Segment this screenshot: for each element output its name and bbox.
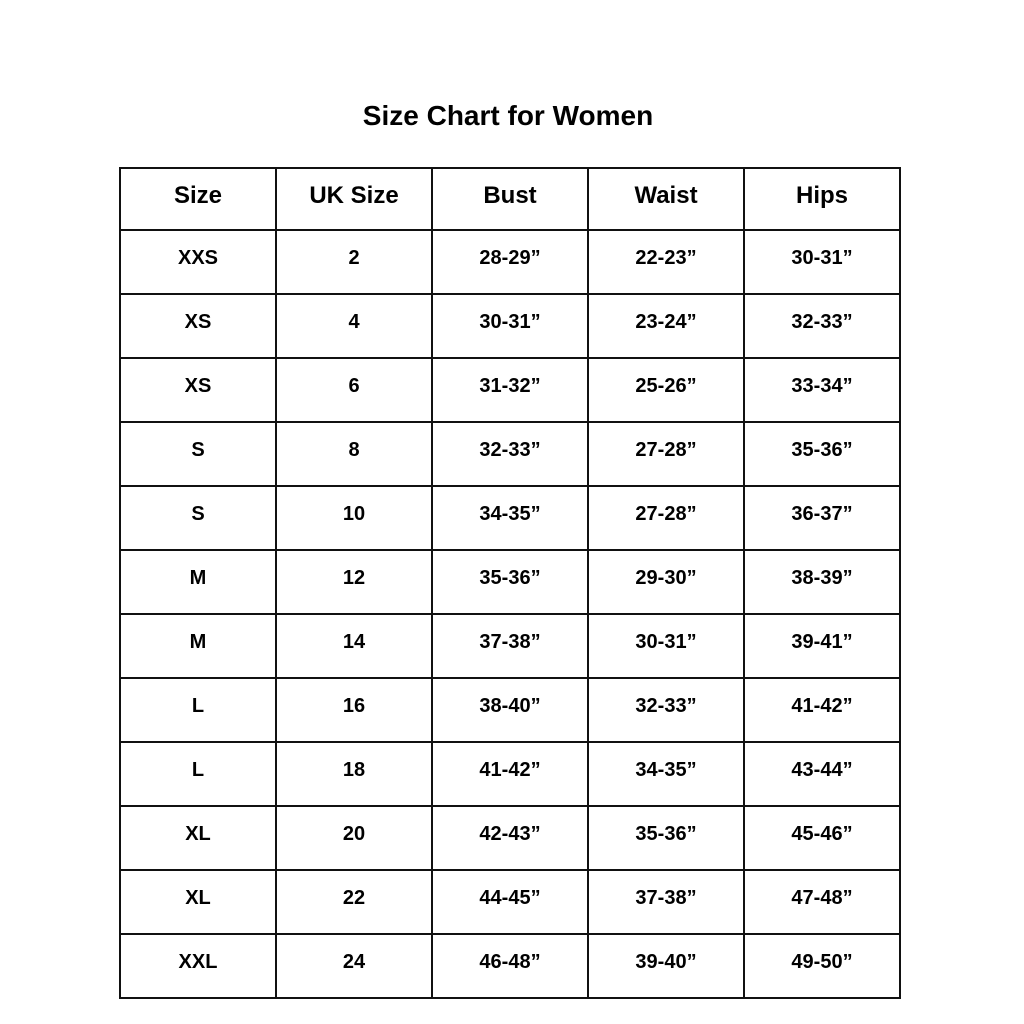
cell-bust: 38-40” bbox=[431, 677, 589, 743]
cell-hips: 35-36” bbox=[743, 421, 901, 487]
cell-bust: 44-45” bbox=[431, 869, 589, 935]
cell-bust: 30-31” bbox=[431, 293, 589, 359]
cell-bust: 41-42” bbox=[431, 741, 589, 807]
table-body: XXS 2 28-29” 22-23” 30-31” XS 4 30-31” 23-24” 32-… bbox=[119, 229, 901, 999]
cell-uk-size: 20 bbox=[275, 805, 433, 871]
cell-waist: 25-26” bbox=[587, 357, 745, 423]
column-header-uk-size: UK Size bbox=[275, 167, 433, 231]
cell-hips: 49-50” bbox=[743, 933, 901, 999]
table-row: M 14 37-38” 30-31” 39-41” bbox=[119, 613, 901, 679]
table-row: S 8 32-33” 27-28” 35-36” bbox=[119, 421, 901, 487]
cell-bust: 34-35” bbox=[431, 485, 589, 551]
table-row: L 18 41-42” 34-35” 43-44” bbox=[119, 741, 901, 807]
cell-bust: 31-32” bbox=[431, 357, 589, 423]
cell-bust: 37-38” bbox=[431, 613, 589, 679]
cell-hips: 41-42” bbox=[743, 677, 901, 743]
cell-size: XL bbox=[119, 805, 277, 871]
cell-waist: 35-36” bbox=[587, 805, 745, 871]
cell-waist: 39-40” bbox=[587, 933, 745, 999]
cell-waist: 37-38” bbox=[587, 869, 745, 935]
table-row: XXS 2 28-29” 22-23” 30-31” bbox=[119, 229, 901, 295]
cell-uk-size: 18 bbox=[275, 741, 433, 807]
cell-uk-size: 12 bbox=[275, 549, 433, 615]
table-row: XL 20 42-43” 35-36” 45-46” bbox=[119, 805, 901, 871]
cell-bust: 42-43” bbox=[431, 805, 589, 871]
table-row: M 12 35-36” 29-30” 38-39” bbox=[119, 549, 901, 615]
column-header-waist: Waist bbox=[587, 167, 745, 231]
table-row: L 16 38-40” 32-33” 41-42” bbox=[119, 677, 901, 743]
cell-bust: 32-33” bbox=[431, 421, 589, 487]
cell-waist: 32-33” bbox=[587, 677, 745, 743]
cell-hips: 47-48” bbox=[743, 869, 901, 935]
cell-size: L bbox=[119, 741, 277, 807]
table-row: XS 6 31-32” 25-26” 33-34” bbox=[119, 357, 901, 423]
table-row: XL 22 44-45” 37-38” 47-48” bbox=[119, 869, 901, 935]
cell-uk-size: 8 bbox=[275, 421, 433, 487]
cell-hips: 38-39” bbox=[743, 549, 901, 615]
cell-waist: 22-23” bbox=[587, 229, 745, 295]
cell-hips: 36-37” bbox=[743, 485, 901, 551]
column-header-size: Size bbox=[119, 167, 277, 231]
cell-uk-size: 4 bbox=[275, 293, 433, 359]
cell-uk-size: 6 bbox=[275, 357, 433, 423]
cell-bust: 46-48” bbox=[431, 933, 589, 999]
cell-size: M bbox=[119, 549, 277, 615]
cell-hips: 30-31” bbox=[743, 229, 901, 295]
cell-waist: 29-30” bbox=[587, 549, 745, 615]
table-header-row: Size UK Size Bust Waist Hips bbox=[119, 167, 901, 231]
table-row: S 10 34-35” 27-28” 36-37” bbox=[119, 485, 901, 551]
cell-hips: 33-34” bbox=[743, 357, 901, 423]
cell-hips: 32-33” bbox=[743, 293, 901, 359]
cell-hips: 45-46” bbox=[743, 805, 901, 871]
cell-waist: 27-28” bbox=[587, 421, 745, 487]
cell-uk-size: 22 bbox=[275, 869, 433, 935]
cell-uk-size: 14 bbox=[275, 613, 433, 679]
cell-waist: 23-24” bbox=[587, 293, 745, 359]
cell-uk-size: 2 bbox=[275, 229, 433, 295]
cell-bust: 28-29” bbox=[431, 229, 589, 295]
size-chart-table: Size UK Size Bust Waist Hips XXS 2 28-29” 22-23… bbox=[119, 167, 901, 999]
cell-size: L bbox=[119, 677, 277, 743]
cell-waist: 27-28” bbox=[587, 485, 745, 551]
cell-waist: 34-35” bbox=[587, 741, 745, 807]
page-title: Size Chart for Women bbox=[362, 100, 654, 131]
cell-size: XXS bbox=[119, 229, 277, 295]
cell-bust: 35-36” bbox=[431, 549, 589, 615]
cell-uk-size: 10 bbox=[275, 485, 433, 551]
table-row: XS 4 30-31” 23-24” 32-33” bbox=[119, 293, 901, 359]
cell-size: XS bbox=[119, 293, 277, 359]
cell-uk-size: 24 bbox=[275, 933, 433, 999]
cell-size: S bbox=[119, 485, 277, 551]
cell-size: M bbox=[119, 613, 277, 679]
cell-uk-size: 16 bbox=[275, 677, 433, 743]
cell-waist: 30-31” bbox=[587, 613, 745, 679]
cell-size: XL bbox=[119, 869, 277, 935]
cell-hips: 43-44” bbox=[743, 741, 901, 807]
column-header-hips: Hips bbox=[743, 167, 901, 231]
table-row: XXL 24 46-48” 39-40” 49-50” bbox=[119, 933, 901, 999]
column-header-bust: Bust bbox=[431, 167, 589, 231]
cell-size: XXL bbox=[119, 933, 277, 999]
cell-size: XS bbox=[119, 357, 277, 423]
cell-hips: 39-41” bbox=[743, 613, 901, 679]
cell-size: S bbox=[119, 421, 277, 487]
